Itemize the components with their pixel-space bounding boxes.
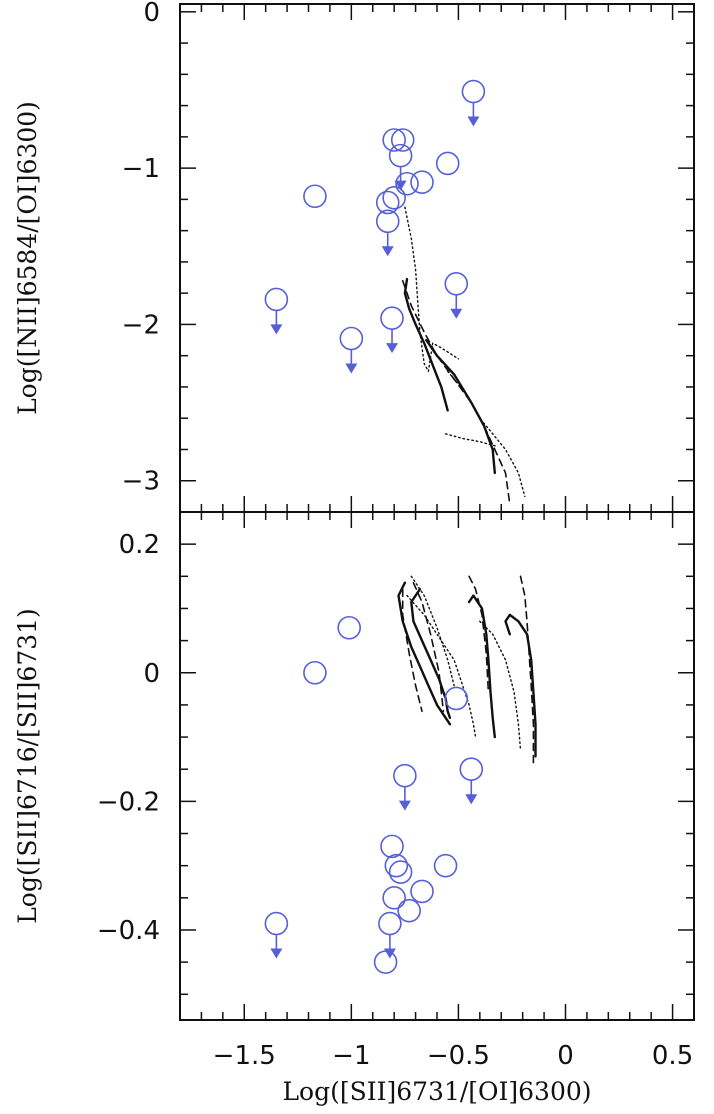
top-upper-limit-arrowhead bbox=[386, 343, 399, 354]
top-data-point bbox=[435, 151, 460, 176]
x-tick-label: −1 bbox=[332, 1041, 370, 1071]
top-data-point bbox=[395, 171, 419, 196]
bottom-y-tick-label: 0 bbox=[143, 659, 160, 689]
bottom-model-track-solid bbox=[410, 588, 452, 719]
bottom-data-point bbox=[433, 853, 458, 878]
bottom-data-point bbox=[378, 911, 402, 936]
top-y-tick-label: −2 bbox=[122, 310, 160, 340]
top-data-point bbox=[339, 326, 364, 351]
bottom-data-point bbox=[388, 860, 413, 884]
bottom-y-tick-label: 0.2 bbox=[119, 530, 160, 560]
bottom-upper-limit-arrowhead bbox=[270, 948, 283, 959]
top-panel: 0 −1 −2 −3 bbox=[122, 0, 695, 513]
top-y-tick-label: 0 bbox=[143, 0, 160, 28]
top-upper-limit-arrowhead bbox=[394, 180, 407, 191]
bottom-data-point bbox=[264, 911, 289, 936]
top-data-point bbox=[382, 128, 406, 152]
bottom-y-tick-label: −0.2 bbox=[97, 787, 160, 817]
top-data-point bbox=[390, 128, 415, 152]
top-data-point bbox=[444, 271, 469, 296]
bottom-model-track-dotted bbox=[410, 575, 455, 687]
bottom-y-axis-label: Log([SII]6716/[SII]6731) bbox=[13, 608, 42, 924]
bottom-data-point bbox=[382, 886, 406, 910]
top-plot-frame bbox=[179, 3, 695, 513]
bottom-panel: 0.2 0 −0.2 −0.4 −1.5 −1 −0.5 0 0.5 bbox=[97, 511, 695, 1071]
bottom-y-tick-label: −0.4 bbox=[97, 916, 160, 946]
bottom-data-point bbox=[459, 757, 484, 782]
top-model-track-dotted bbox=[404, 206, 460, 372]
bottom-data-point bbox=[444, 686, 469, 711]
x-axis-label: Log([SII]6731/[OI]6300) bbox=[282, 1077, 591, 1106]
bottom-plot-frame bbox=[179, 511, 695, 1021]
top-data-point bbox=[303, 184, 327, 209]
bottom-upper-limit-arrowhead bbox=[398, 800, 411, 811]
x-tick-label: −1.5 bbox=[213, 1041, 276, 1071]
top-y-tick-label: −3 bbox=[122, 467, 160, 497]
bottom-upper-limit-arrowhead bbox=[465, 794, 478, 805]
top-upper-limit-arrowhead bbox=[345, 363, 358, 374]
top-model-track-solid bbox=[425, 338, 496, 475]
bottom-model-track-solid bbox=[504, 613, 537, 758]
x-tick-label: 0 bbox=[557, 1041, 574, 1071]
top-data-point bbox=[380, 306, 404, 330]
bottom-model-track-solid bbox=[397, 581, 452, 726]
bottom-model-track-dotted bbox=[479, 620, 522, 751]
x-tick-label: 0.5 bbox=[652, 1041, 693, 1071]
bottom-data-point bbox=[393, 763, 417, 788]
top-model-track-dotted bbox=[444, 433, 498, 448]
top-data-point bbox=[375, 190, 400, 215]
top-upper-limit-arrowhead bbox=[270, 324, 283, 335]
bottom-data-point bbox=[337, 615, 361, 640]
top-y-axis-label: Log([NII]6584/[OI]6300) bbox=[13, 101, 42, 415]
top-data-point bbox=[382, 186, 406, 210]
top-data-point bbox=[264, 287, 289, 312]
bottom-model-track-dashed bbox=[412, 581, 445, 713]
bottom-data-point bbox=[410, 879, 434, 904]
top-upper-limit-arrowhead bbox=[381, 246, 394, 257]
top-model-track-dotted bbox=[447, 370, 526, 498]
bottom-model-track-dashed bbox=[401, 588, 423, 713]
bottom-data-point bbox=[384, 853, 409, 878]
top-model-track-dashed bbox=[401, 279, 511, 506]
top-data-point bbox=[410, 170, 434, 194]
bottom-model-track-dashed bbox=[468, 575, 490, 693]
bottom-data-point bbox=[303, 660, 327, 685]
bottom-data-point bbox=[380, 834, 404, 859]
top-model-track-solid bbox=[403, 277, 449, 412]
top-y-tick-label: −1 bbox=[122, 154, 160, 184]
top-upper-limit-arrowhead bbox=[450, 308, 463, 319]
bottom-model-track-dashed bbox=[519, 575, 535, 764]
bottom-model-track-dotted bbox=[406, 594, 477, 738]
x-tick-label: −0.5 bbox=[427, 1041, 490, 1071]
bottom-upper-limit-arrowhead bbox=[383, 948, 396, 959]
top-data-point bbox=[461, 79, 486, 104]
bottom-model-track-solid bbox=[467, 594, 496, 739]
bottom-data-point bbox=[397, 898, 421, 923]
top-upper-limit-arrowhead bbox=[467, 116, 480, 127]
bottom-data-point bbox=[373, 950, 398, 974]
